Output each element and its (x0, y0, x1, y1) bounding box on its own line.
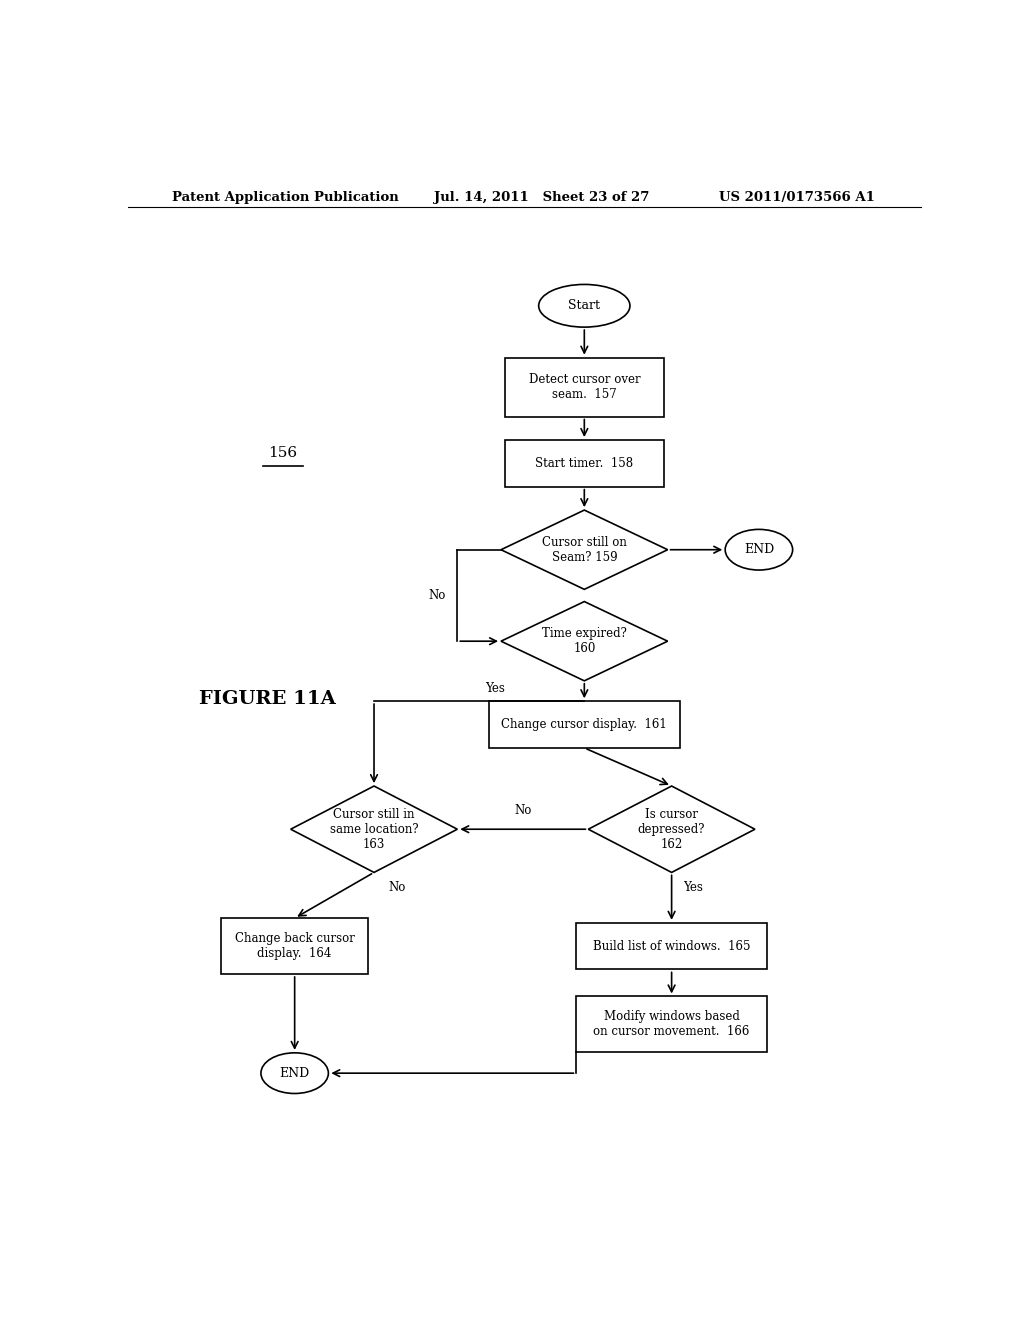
Text: Start: Start (568, 300, 600, 313)
Text: Yes: Yes (485, 682, 505, 696)
Text: Jul. 14, 2011   Sheet 23 of 27: Jul. 14, 2011 Sheet 23 of 27 (433, 190, 649, 203)
Text: Patent Application Publication: Patent Application Publication (172, 190, 398, 203)
Bar (505, 358, 664, 417)
Text: Change cursor display.  161: Change cursor display. 161 (502, 718, 668, 731)
Text: No: No (388, 882, 406, 894)
Text: 156: 156 (268, 446, 297, 461)
Text: Modify windows based
on cursor movement.  166: Modify windows based on cursor movement.… (594, 1010, 750, 1039)
Text: No: No (514, 804, 531, 817)
Bar (505, 440, 664, 487)
Bar (489, 701, 680, 748)
Text: FIGURE 11A: FIGURE 11A (199, 690, 335, 708)
Text: END: END (280, 1067, 310, 1080)
Text: No: No (429, 589, 446, 602)
Text: Time expired?
160: Time expired? 160 (542, 627, 627, 655)
Text: US 2011/0173566 A1: US 2011/0173566 A1 (719, 190, 876, 203)
Text: Yes: Yes (684, 882, 703, 894)
Text: Cursor still in
same location?
163: Cursor still in same location? 163 (330, 808, 419, 850)
Text: Is cursor
depressed?
162: Is cursor depressed? 162 (638, 808, 706, 850)
Text: Start timer.  158: Start timer. 158 (536, 457, 634, 470)
Text: Change back cursor
display.  164: Change back cursor display. 164 (234, 932, 354, 960)
Text: END: END (743, 544, 774, 556)
Bar (221, 919, 368, 974)
Bar (577, 997, 767, 1052)
Text: Build list of windows.  165: Build list of windows. 165 (593, 940, 751, 953)
Text: Cursor still on
Seam? 159: Cursor still on Seam? 159 (542, 536, 627, 564)
Text: Detect cursor over
seam.  157: Detect cursor over seam. 157 (528, 374, 640, 401)
Bar (577, 923, 767, 969)
